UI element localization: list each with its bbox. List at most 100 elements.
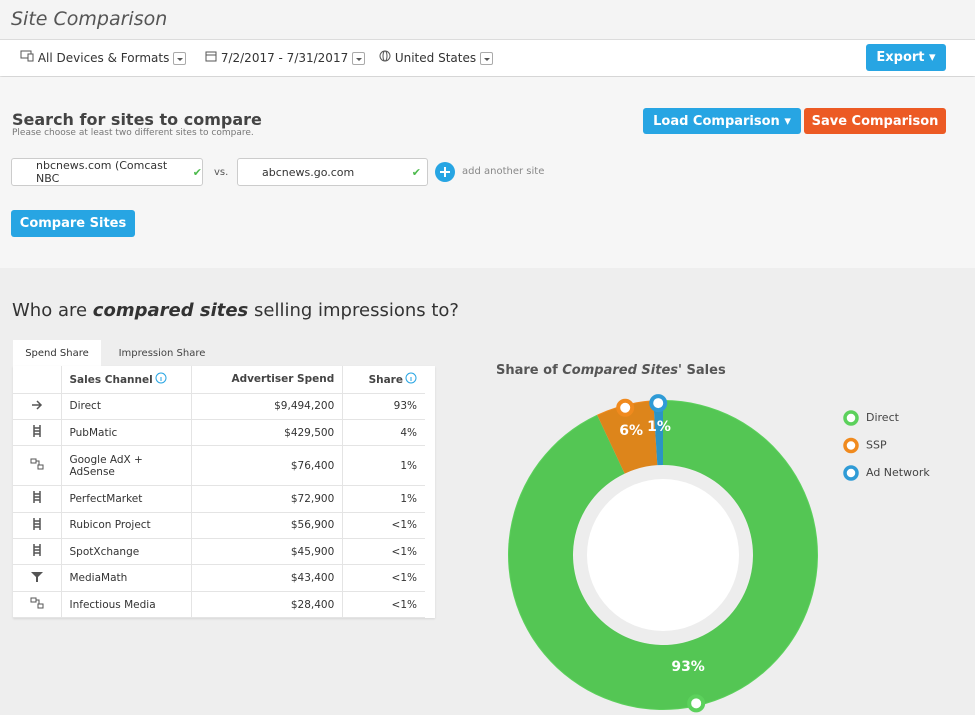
- load-label: Load Comparison: [653, 113, 780, 129]
- dropdown: [480, 52, 494, 65]
- chart-title-part: Share of: [496, 363, 558, 378]
- column-label: Advertiser Spend: [231, 373, 335, 386]
- value-label: 6%: [619, 423, 643, 439]
- table-row: PubMatic $429,500 4%: [13, 419, 425, 447]
- dropdown: [173, 52, 187, 65]
- search-panel: Search for sites to compare Please choos…: [0, 77, 975, 268]
- cell: PubMatic: [61, 419, 192, 447]
- compare-button[interactable]: Compare Sites: [11, 210, 135, 237]
- icon-cell: [13, 419, 62, 447]
- table-panel: Sales Channel Advertiser Spend Share Direct…: [13, 366, 435, 619]
- cell: $72,900: [191, 485, 344, 513]
- cell: $56,900: [191, 512, 344, 540]
- icon-cell: [13, 485, 62, 513]
- save-button[interactable]: Save Comparison: [804, 108, 946, 134]
- cell: PerfectMarket: [61, 485, 192, 513]
- icon-cell: [13, 564, 62, 592]
- add-site-link[interactable]: add another site: [462, 166, 545, 177]
- table-row: Rubicon Project $56,900 <1%: [13, 512, 425, 540]
- value-label: 93%: [671, 659, 705, 675]
- info-icon[interactable]: [155, 372, 167, 384]
- channel-icon: [33, 491, 41, 504]
- icon-cell: [13, 591, 62, 619]
- tab[interactable]: Impression Share: [118, 348, 206, 359]
- export-label: Export: [876, 50, 925, 65]
- column-header: Share: [342, 366, 425, 394]
- cell: $43,400: [191, 564, 344, 592]
- channel-icon: [30, 571, 43, 582]
- legend-label: Ad Network: [866, 466, 930, 479]
- segment-marker: [687, 694, 706, 713]
- legend-marker: [843, 437, 859, 454]
- title-part: selling impressions to?: [254, 300, 459, 321]
- channel-icon: [33, 544, 41, 557]
- save-label: Save Comparison: [811, 113, 939, 129]
- title-part: compared sites: [92, 300, 249, 321]
- globe-icon: [379, 50, 391, 62]
- cell: 1%: [342, 485, 425, 513]
- cell: Google AdX + AdSense: [61, 445, 192, 487]
- chart-title: Share of Compared Sites' Sales: [496, 363, 726, 378]
- table: Sales Channel Advertiser Spend Share Direct…: [13, 366, 425, 619]
- cell: <1%: [342, 564, 425, 592]
- icon-cell: [13, 445, 62, 487]
- table-row: Infectious Media $28,400 <1%: [13, 591, 425, 619]
- search-subtitle: Please choose at least two different sit…: [12, 128, 254, 138]
- cell: $28,400: [191, 591, 344, 619]
- cell: MediaMath: [61, 564, 192, 592]
- table-row: SpotXchange $45,900 <1%: [13, 538, 425, 566]
- column-header: Advertiser Spend: [191, 366, 344, 394]
- site1-input[interactable]: nbcnews.com (Comcast NBC ✔: [11, 158, 203, 186]
- site1-text: nbcnews.com (Comcast NBC: [36, 159, 168, 185]
- compare-label: Compare Sites: [19, 216, 127, 231]
- header: Site Comparison: [0, 0, 975, 40]
- dropdown: [352, 52, 366, 65]
- cell: $9,494,200: [191, 393, 344, 420]
- info-icon[interactable]: [405, 372, 417, 384]
- cell: SpotXchange: [61, 538, 192, 566]
- chart-title-part: Sales: [686, 363, 726, 378]
- donut-segment: [597, 400, 658, 474]
- cell: 4%: [342, 419, 425, 447]
- donut-segment: [507, 400, 818, 710]
- add-icon[interactable]: [434, 161, 456, 183]
- segment-marker: [649, 394, 668, 413]
- cell: $76,400: [191, 445, 344, 487]
- cell: $45,900: [191, 538, 344, 566]
- tab-active[interactable]: Spend Share: [13, 340, 101, 367]
- page-title: Site Comparison: [11, 8, 168, 30]
- column-label: Sales Channel: [69, 374, 153, 387]
- icon-header: [13, 366, 62, 394]
- legend-label: SSP: [866, 439, 887, 452]
- segment-marker: [616, 398, 635, 417]
- channel-icon: [33, 517, 41, 530]
- cell: <1%: [342, 538, 425, 566]
- toolbar: All Devices & Formats 7/2/2017 - 7/31/20…: [0, 40, 975, 76]
- country-filter[interactable]: United States: [379, 50, 494, 65]
- inner-hole: [587, 479, 739, 631]
- site2-input[interactable]: abcnews.go.com ✔: [237, 158, 428, 186]
- icon-cell: [13, 512, 62, 540]
- chart-title-part: Compared Sites': [562, 363, 682, 378]
- icon-cell: [13, 393, 62, 420]
- load-button[interactable]: Load Comparison ▾: [643, 108, 801, 134]
- cell: 93%: [342, 393, 425, 420]
- legend-marker: [843, 465, 859, 481]
- cell: Infectious Media: [61, 591, 192, 619]
- column-header: Sales Channel: [61, 366, 192, 394]
- devices-label: All Devices & Formats: [37, 51, 170, 65]
- header-row: Sales Channel Advertiser Spend Share: [13, 366, 425, 394]
- cell: Direct: [61, 393, 192, 420]
- export-button[interactable]: Export ▾: [866, 44, 946, 71]
- cell: 1%: [342, 445, 425, 487]
- devices-filter[interactable]: All Devices & Formats: [20, 50, 187, 65]
- table-row: Direct $9,494,200 93%: [13, 393, 425, 420]
- inner-shade: [509, 401, 817, 709]
- channel-icon: [31, 400, 42, 410]
- vs-label: vs.: [214, 167, 229, 178]
- channel-icon: [33, 425, 41, 438]
- cell: $429,500: [191, 419, 344, 447]
- date-filter[interactable]: 7/2/2017 - 7/31/2017: [205, 50, 366, 65]
